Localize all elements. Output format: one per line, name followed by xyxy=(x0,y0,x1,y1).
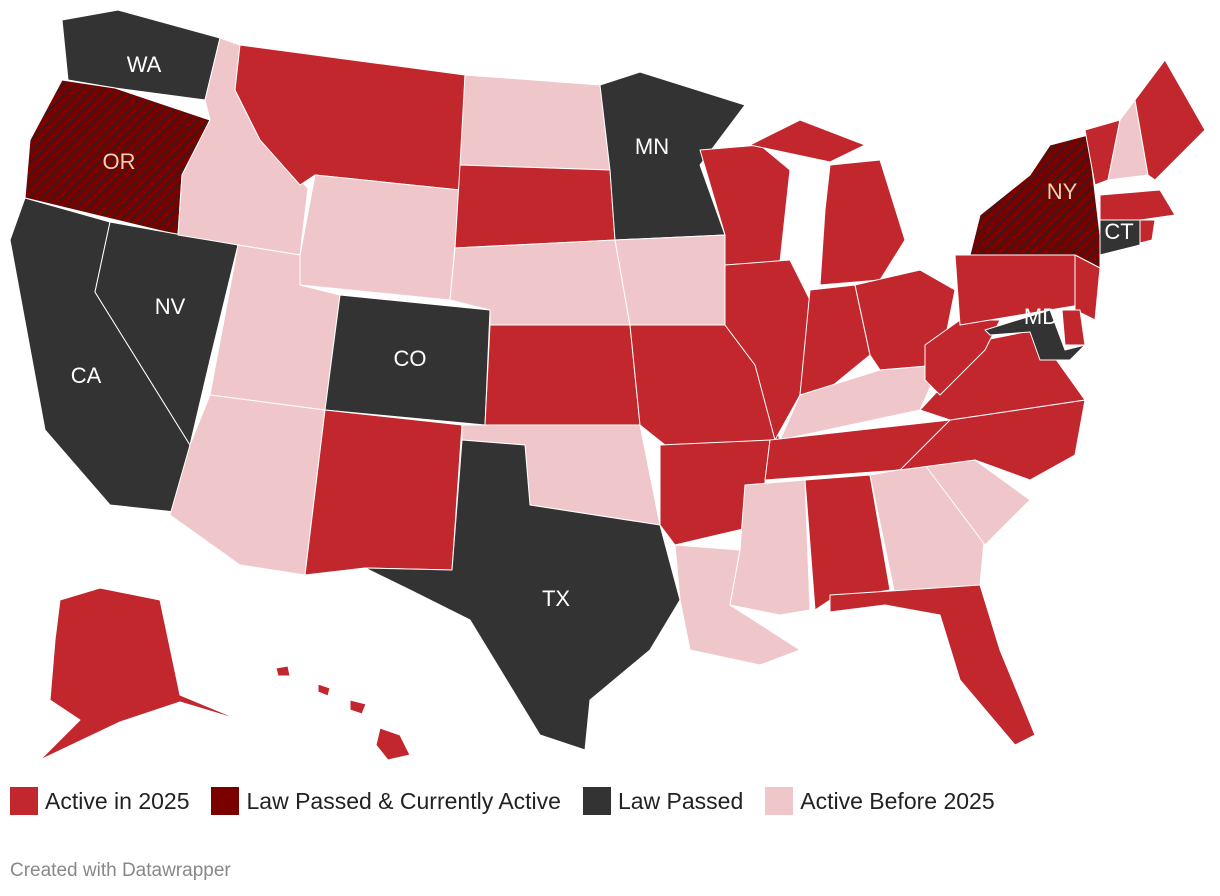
state xyxy=(364,439,681,751)
state xyxy=(317,683,331,697)
state xyxy=(375,727,411,761)
legend-swatch xyxy=(10,787,38,815)
legend-label: Active in 2025 xyxy=(45,787,190,814)
state-label: CA xyxy=(71,363,102,388)
state xyxy=(484,324,641,426)
legend-item: Active in 2025 xyxy=(10,787,189,815)
state xyxy=(829,584,1036,746)
state xyxy=(819,159,906,286)
state xyxy=(1099,189,1176,221)
state-label: MD xyxy=(1024,304,1058,329)
legend-label: Law Passed & Currently Active xyxy=(246,787,561,814)
state xyxy=(984,309,1086,361)
state xyxy=(1099,219,1141,256)
state xyxy=(724,259,811,441)
state-label: OR xyxy=(103,149,136,174)
legend-item: Active Before 2025 xyxy=(765,787,995,815)
state-label: CO xyxy=(394,346,427,371)
state xyxy=(299,174,461,301)
footer: Created with Datawrapper xyxy=(10,860,231,881)
map: WA OR NV CA CO MN TX NY CT MD xyxy=(9,9,1206,761)
state xyxy=(39,587,241,761)
state-label: MN xyxy=(635,134,669,159)
legend-swatch xyxy=(211,787,240,815)
legend-label: Active Before 2025 xyxy=(800,787,995,814)
state xyxy=(275,665,291,677)
state xyxy=(349,699,367,715)
state-label: NV xyxy=(155,294,186,319)
state-label: WA xyxy=(127,52,162,77)
state xyxy=(304,409,463,576)
legend-item: Law Passed xyxy=(582,787,744,815)
legend-swatch xyxy=(765,787,794,815)
legend-swatch xyxy=(582,787,611,815)
state-label: NY xyxy=(1047,179,1078,204)
state xyxy=(799,284,871,401)
state xyxy=(749,119,866,163)
state xyxy=(954,254,1081,326)
state xyxy=(1061,309,1086,346)
state xyxy=(599,71,746,241)
state xyxy=(1074,254,1101,321)
state-label: CT xyxy=(1104,219,1133,244)
state-label: TX xyxy=(542,586,570,611)
legend: Active in 2025 Law Passed & Currently Act… xyxy=(10,787,995,815)
legend-label: Law Passed xyxy=(617,787,744,814)
state xyxy=(969,134,1101,269)
legend-item: Law Passed & Currently Active xyxy=(211,787,561,815)
state xyxy=(454,164,616,249)
state xyxy=(1134,59,1206,181)
state xyxy=(1139,219,1156,244)
state xyxy=(459,74,611,171)
state xyxy=(779,364,941,441)
